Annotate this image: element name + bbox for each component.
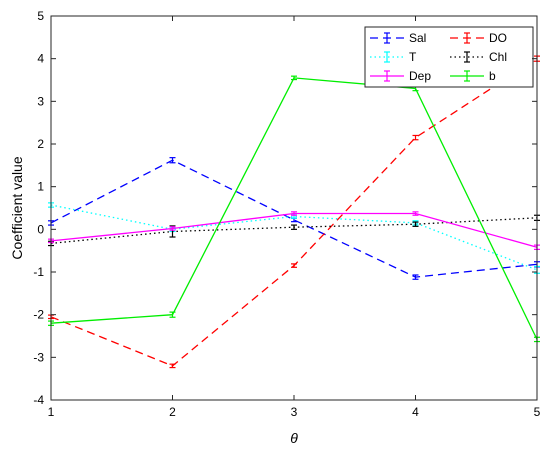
error-bar-do: [412, 134, 419, 141]
legend-entry-dep: Dep: [370, 69, 431, 83]
y-tick-label: 3: [37, 94, 44, 108]
legend-entry-chl: Chl: [450, 50, 507, 64]
y-axis: -4 -3 -2 -1 0 1 2 3 4 5: [33, 9, 537, 407]
y-tick-label: -4: [33, 393, 44, 407]
error-bar-sal: [412, 274, 419, 280]
y-axis-label: Coefficient value: [9, 156, 25, 259]
y-tick-label: -2: [33, 308, 44, 322]
error-bar-do: [169, 363, 176, 369]
x-tick-label: 5: [534, 405, 541, 419]
legend-label-dep: Dep: [409, 69, 431, 83]
error-bar-dep: [291, 211, 297, 216]
y-tick-label: 0: [37, 222, 44, 236]
error-bar-sal: [169, 157, 176, 164]
y-tick-label: 1: [37, 180, 44, 194]
legend-label-sal: Sal: [409, 31, 426, 45]
error-bar-dep: [169, 226, 176, 231]
x-tick-label: 4: [412, 405, 419, 419]
legend-label-b: b: [489, 69, 496, 83]
x-tick-label: 1: [48, 405, 55, 419]
error-bar-b: [169, 311, 176, 318]
series-layer: [48, 55, 540, 369]
x-axis: 1 2 3 4 5: [48, 16, 541, 419]
error-bar-chl: [412, 221, 419, 227]
legend-entry-t: T: [370, 50, 417, 64]
legend-label-t: T: [409, 50, 417, 64]
x-tick-label: 3: [291, 405, 298, 419]
y-tick-label: 4: [37, 52, 44, 66]
series-line-sal: [50, 159, 538, 278]
error-bar-dep: [412, 211, 419, 216]
legend-entry-sal: Sal: [370, 31, 426, 45]
y-tick-label: 2: [37, 137, 44, 151]
x-axis-label: θ: [290, 430, 298, 446]
legend-label-chl: Chl: [489, 50, 507, 64]
y-tick-label: -1: [33, 265, 44, 279]
error-bar-b: [291, 75, 297, 81]
legend-entry-do: DO: [450, 31, 507, 45]
x-tick-label: 2: [169, 405, 176, 419]
y-tick-label: 5: [37, 9, 44, 23]
error-bar-chl: [291, 224, 297, 230]
y-tick-label: -3: [33, 350, 44, 364]
legend-entry-b: b: [450, 69, 496, 83]
legend: Sal DO T Chl Dep b: [364, 26, 534, 88]
legend-box: [364, 26, 534, 88]
error-bar-do: [291, 263, 297, 268]
legend-label-do: DO: [489, 31, 507, 45]
